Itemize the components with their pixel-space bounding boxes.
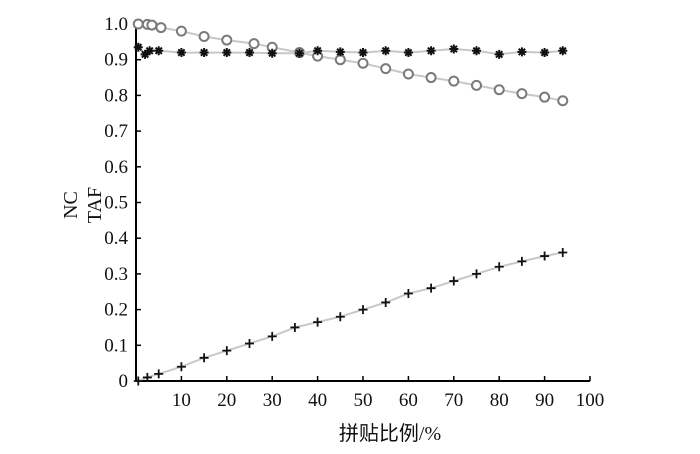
data-point-star <box>145 46 155 56</box>
data-point-star <box>403 48 413 58</box>
series-plus <box>133 247 568 386</box>
data-point-plus <box>426 283 436 293</box>
series-line-plus <box>137 251 563 382</box>
series-line-circle <box>138 23 563 102</box>
data-point-star <box>558 46 568 56</box>
series-group <box>132 18 569 386</box>
data-point-circle <box>198 30 210 42</box>
data-point-circle <box>448 75 460 87</box>
y-tick-label: 0.9 <box>104 50 128 71</box>
data-point-circle <box>539 91 551 103</box>
data-point-plus <box>154 369 164 379</box>
data-point-star <box>245 48 254 58</box>
x-tick-label: 90 <box>535 390 554 411</box>
y-tick-label: 0.1 <box>104 335 128 356</box>
x-tick-label: 40 <box>308 390 327 411</box>
data-point-circle <box>175 25 187 37</box>
x-tick-label: 80 <box>490 390 509 411</box>
data-point-star <box>494 49 504 59</box>
data-point-plus <box>176 362 186 372</box>
data-point-star <box>313 46 323 56</box>
data-point-star <box>267 48 277 58</box>
y-ticks: 0 0.1 0.2 0.3 0.4 0.5 0.6 0.7 0.8 0.9 1.0 <box>104 14 141 392</box>
data-point-star <box>426 46 436 56</box>
y-tick-label: 0.3 <box>104 264 128 285</box>
data-point-plus <box>133 376 143 386</box>
y-tick-label: 1.0 <box>104 14 128 35</box>
data-point-plus <box>381 297 391 307</box>
data-point-plus <box>313 317 323 327</box>
data-point-plus <box>472 269 481 279</box>
y-tick-label: 0.7 <box>104 121 128 142</box>
x-tick-label: 30 <box>263 390 282 411</box>
data-point-plus <box>494 262 504 272</box>
y-tick-label: 0.4 <box>104 228 128 249</box>
data-point-star <box>358 48 368 58</box>
data-point-plus <box>449 276 459 286</box>
data-point-circle <box>380 63 392 75</box>
data-point-star <box>472 46 481 56</box>
data-point-star <box>133 42 143 52</box>
data-point-star <box>154 46 164 56</box>
data-point-circle <box>425 72 437 84</box>
y-tick-label: 0 <box>119 371 129 392</box>
data-point-star <box>199 48 209 58</box>
x-tick-label: 10 <box>172 390 191 411</box>
y-tick-label: 0.8 <box>104 85 128 106</box>
series-circle <box>132 18 569 107</box>
y-tick-label: 0.5 <box>104 193 128 214</box>
data-point-plus <box>540 251 550 261</box>
data-point-plus <box>222 346 232 356</box>
x-axis-label: 拼贴比例/% <box>339 422 441 445</box>
data-point-plus <box>517 256 527 266</box>
x-tick-label: 100 <box>576 390 605 411</box>
data-point-plus <box>142 372 152 382</box>
series-line-star <box>137 46 563 56</box>
data-point-circle <box>248 38 260 50</box>
data-point-circle <box>357 57 369 69</box>
data-point-circle <box>557 95 569 107</box>
data-point-plus <box>358 305 368 315</box>
data-point-plus <box>267 331 277 341</box>
data-point-plus <box>290 322 300 332</box>
data-point-circle <box>334 54 346 66</box>
x-tick-label: 70 <box>444 390 463 411</box>
data-point-plus <box>558 247 568 257</box>
x-tick-label: 60 <box>399 390 418 411</box>
data-point-circle <box>146 19 158 31</box>
y-axis-label-taf: TAF <box>84 187 106 223</box>
y-tick-label: 0.6 <box>104 157 128 178</box>
data-point-star <box>517 47 527 57</box>
data-point-plus <box>199 353 209 363</box>
data-point-circle <box>155 22 167 34</box>
x-tick-label: 50 <box>354 390 373 411</box>
data-point-star <box>294 48 304 58</box>
y-tick-label: 0.2 <box>104 300 128 321</box>
x-ticks: 10 20 30 40 50 60 70 80 90 100 <box>172 376 604 411</box>
data-point-star <box>449 44 459 54</box>
axes <box>135 20 590 382</box>
series-star <box>133 42 568 59</box>
data-point-star <box>540 48 550 58</box>
data-point-circle <box>516 88 528 100</box>
data-point-circle <box>471 79 482 91</box>
data-point-circle <box>132 18 144 30</box>
y-axis-label-nc: NC <box>60 191 82 219</box>
data-point-plus <box>403 289 413 299</box>
data-point-circle <box>493 84 505 96</box>
data-point-star <box>335 47 345 57</box>
data-point-star <box>381 46 391 56</box>
data-point-circle <box>402 68 414 80</box>
x-tick-label: 20 <box>217 390 236 411</box>
data-point-plus <box>245 339 254 349</box>
data-point-star <box>176 48 186 58</box>
data-point-star <box>140 49 150 59</box>
data-point-plus <box>335 312 345 322</box>
data-point-circle <box>221 34 233 46</box>
data-point-star <box>222 48 232 58</box>
